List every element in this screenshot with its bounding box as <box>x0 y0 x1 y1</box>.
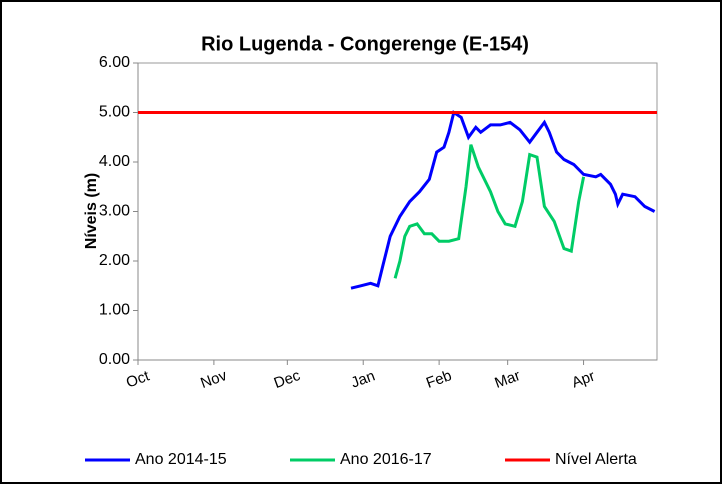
y-tick-label: 2.00 <box>99 252 130 269</box>
y-tick-label: 6.00 <box>99 54 130 71</box>
y-tick-label: 0.00 <box>99 351 130 368</box>
x-tick-label: Apr <box>569 368 597 392</box>
y-tick-label: 1.00 <box>99 302 130 319</box>
y-tick-label: 4.00 <box>99 153 130 170</box>
legend-label: Ano 2016-17 <box>340 451 432 468</box>
y-tick-label: 5.00 <box>99 104 130 121</box>
series-line <box>393 144 586 279</box>
legend-label: Nível Alerta <box>555 451 637 468</box>
series-line <box>350 110 656 290</box>
y-axis-label: Níveis (m) <box>83 173 100 249</box>
chart-title: Rio Lugenda - Congerenge (E-154) <box>201 33 529 55</box>
y-tick-label: 3.00 <box>99 203 130 220</box>
legend-label: Ano 2014-15 <box>135 451 227 468</box>
